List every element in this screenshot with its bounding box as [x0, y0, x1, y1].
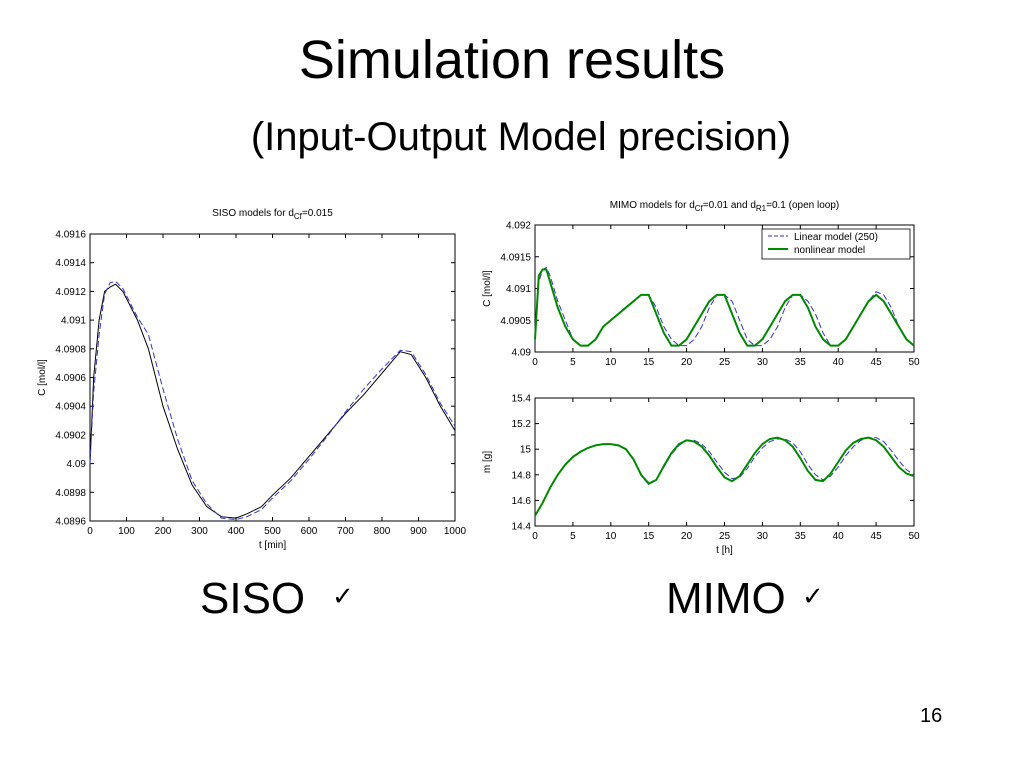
x-tick-label: 15 [643, 531, 655, 542]
y-tick-label: 4.091 [506, 284, 531, 295]
x-tick-label: 1000 [444, 526, 467, 537]
page-number: 16 [920, 705, 943, 727]
x-tick-label: 5 [570, 531, 576, 542]
mimo-mass-chart: 0 5 10 15 20 25 30 35 40 45 50 14.4 14.6 14.8 15 15.2 15… [482, 394, 920, 557]
x-tick-label: 800 [374, 526, 391, 537]
chart-title: SISO models for dCf=0.015 [212, 208, 333, 221]
y-tick-label: 4.0904 [55, 402, 86, 413]
y-tick-label: 4.0912 [55, 287, 86, 298]
x-tick-label: 15 [643, 357, 655, 368]
x-tick-label: 20 [681, 531, 693, 542]
x-tick-label: 0 [87, 526, 93, 537]
mimo-check-icon: ✓ [802, 582, 824, 612]
series-line-0 [534, 437, 915, 517]
x-tick-label: 20 [681, 357, 693, 368]
x-tick-label: 10 [605, 531, 617, 542]
y-tick-label: 4.09 [67, 459, 87, 470]
y-tick-label: 4.0906 [55, 373, 86, 384]
y-axis-label: C [mol/l] [482, 270, 493, 307]
siso-chart: 0 100 200 300 400 500 600 700 800 900 1000 4.0896 4.… [37, 208, 467, 551]
x-tick-label: 45 [871, 357, 883, 368]
x-tick-label: 30 [757, 531, 769, 542]
x-tick-label: 45 [871, 531, 883, 542]
y-tick-label: 14.4 [512, 522, 532, 533]
x-tick-label: 50 [908, 531, 920, 542]
y-tick-label: 4.0908 [55, 344, 86, 355]
x-tick-label: 40 [833, 531, 845, 542]
legend: Linear model (250) nonlinear model [761, 228, 911, 260]
legend-entry: nonlinear model [794, 245, 865, 256]
x-tick-label: 700 [337, 526, 354, 537]
x-tick-label: 40 [833, 357, 845, 368]
x-tick-label: 600 [301, 526, 318, 537]
y-tick-label: 4.0896 [55, 517, 86, 528]
x-tick-label: 25 [719, 531, 731, 542]
legend-entry: Linear model (250) [794, 232, 878, 243]
y-tick-label: 15.4 [512, 394, 532, 405]
y-axis-label: C [mol/l] [37, 359, 48, 396]
y-axis-label: m [g] [482, 451, 493, 473]
y-tick-label: 4.0916 [55, 230, 86, 241]
plot-frame [534, 397, 915, 527]
y-tick-label: 14.6 [512, 496, 532, 507]
x-tick-label: 0 [532, 531, 538, 542]
x-tick-label: 5 [570, 357, 576, 368]
x-tick-label: 500 [264, 526, 281, 537]
y-tick-label: 15.2 [512, 419, 532, 430]
x-tick-label: 100 [118, 526, 135, 537]
series-line-1 [534, 436, 915, 517]
y-tick-label: 4.09 [512, 348, 532, 359]
y-tick-label: 14.8 [512, 470, 532, 481]
x-tick-label: 0 [532, 357, 538, 368]
series-line-1 [534, 268, 915, 347]
mimo-concentration-chart: 0 5 10 15 20 25 30 35 40 45 50 4.09 4.0905 4.091 4.091… [482, 200, 920, 368]
x-tick-label: 400 [228, 526, 245, 537]
series-line-1 [89, 280, 456, 521]
siso-label: SISO [200, 574, 306, 623]
y-tick-label: 4.092 [506, 221, 531, 232]
x-tick-label: 900 [410, 526, 427, 537]
x-tick-label: 35 [795, 531, 807, 542]
x-tick-label: 10 [605, 357, 617, 368]
y-tick-label: 4.0898 [55, 488, 86, 499]
x-tick-label: 35 [795, 357, 807, 368]
x-tick-label: 50 [908, 357, 920, 368]
y-tick-label: 4.0914 [55, 258, 86, 269]
y-tick-label: 4.0905 [500, 316, 531, 327]
x-axis-label: t [min] [259, 540, 286, 551]
y-tick-label: 4.0902 [55, 430, 86, 441]
siso-check-icon: ✓ [332, 582, 354, 612]
x-tick-label: 300 [191, 526, 208, 537]
slide-subtitle: (Input-Output Model precision) [250, 115, 792, 159]
y-tick-label: 15 [520, 445, 532, 456]
mimo-label: MIMO [666, 574, 786, 623]
x-tick-label: 30 [757, 357, 769, 368]
plot-frame [89, 233, 456, 522]
slide-title: Simulation results [298, 30, 726, 90]
y-tick-label: 4.0915 [500, 252, 531, 263]
chart-title: MIMO models for dCf=0.01 and dR1=0.1 (op… [610, 200, 840, 213]
x-tick-label: 200 [155, 526, 172, 537]
x-tick-label: 25 [719, 357, 731, 368]
y-tick-label: 4.091 [61, 316, 86, 327]
series-line-0 [89, 283, 456, 519]
x-axis-label: t [h] [716, 545, 733, 556]
